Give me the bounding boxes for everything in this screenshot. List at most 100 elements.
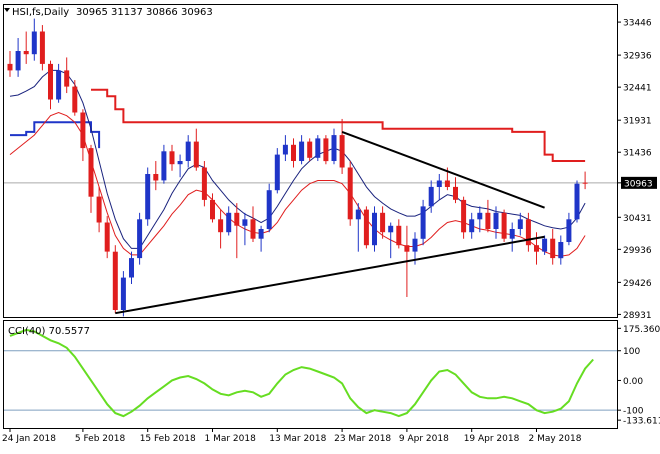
candle-body — [315, 138, 321, 158]
fast-ma-line — [9, 69, 586, 249]
candle-body — [372, 212, 377, 246]
candle-body — [72, 86, 78, 113]
cci-title-label: CCI(40) 70.5577 — [8, 326, 90, 337]
candle-body — [323, 138, 329, 162]
price-panel-frame — [3, 4, 618, 318]
candle-body — [566, 219, 572, 242]
symbol-label: HSI,fs,Daily — [12, 7, 69, 18]
candle-body — [266, 190, 272, 229]
symbol-dropdown-icon[interactable] — [4, 8, 10, 12]
candle-body — [517, 219, 523, 229]
slow-ma-line — [9, 111, 586, 257]
candle-body — [509, 229, 515, 239]
candle-body — [420, 206, 426, 239]
price-tick-label: 29426 — [623, 279, 652, 289]
price-tick-label: 32441 — [623, 84, 652, 94]
cci-tick-label: 175.3603 — [623, 325, 660, 335]
price-layer — [4, 18, 617, 317]
ohlc-label: 30965 31137 30866 30963 — [76, 7, 213, 18]
candle-body — [299, 141, 305, 161]
candle-body — [396, 225, 402, 246]
candle-body — [242, 219, 248, 226]
candle-body — [444, 180, 450, 187]
candle-body — [226, 212, 232, 233]
candle-body — [501, 212, 507, 239]
date-tick-label: 23 Mar 2018 — [334, 434, 391, 444]
candle-body — [355, 209, 361, 220]
candle-body — [558, 242, 564, 259]
candle-body — [129, 258, 134, 278]
price-tick-label: 29936 — [623, 246, 652, 256]
candle-body — [525, 219, 531, 246]
candle-body — [461, 199, 467, 233]
candle-body — [331, 135, 337, 161]
date-tick-label: 2 May 2018 — [529, 434, 582, 444]
date-tick-label: 13 Mar 2018 — [269, 434, 326, 444]
price-tick-label: 28931 — [623, 311, 652, 321]
candle-body — [388, 225, 394, 233]
date-tick-label: 15 Feb 2018 — [140, 434, 196, 444]
candle-body — [64, 70, 70, 87]
candle-body — [404, 245, 410, 252]
date-tick-label: 1 Mar 2018 — [205, 434, 257, 444]
date-tick-label: 24 Jan 2018 — [2, 434, 56, 444]
trendline — [115, 235, 545, 315]
candle-body — [112, 251, 118, 310]
price-tick-label: 30431 — [623, 214, 652, 224]
candle-body — [210, 199, 215, 220]
candle-body — [493, 212, 499, 229]
cci-tick-label: 100 — [623, 347, 640, 357]
candle-body — [23, 51, 29, 55]
candle-body — [453, 186, 458, 200]
candle-body — [169, 151, 175, 165]
date-tick-label: 9 Apr 2018 — [399, 434, 449, 444]
price-tick-label: 31931 — [623, 117, 652, 127]
candle-body — [534, 245, 539, 252]
cci-tick-label: -133.611 — [623, 417, 660, 427]
candle-body — [80, 112, 86, 149]
candle-body — [48, 63, 53, 100]
candle-body — [282, 144, 288, 155]
trendline — [341, 130, 545, 209]
date-tick-label: 19 Apr 2018 — [464, 434, 520, 444]
cci-line — [9, 328, 594, 418]
candle-body — [120, 277, 126, 310]
candle-body — [177, 161, 183, 165]
price-tick-label: 32936 — [623, 52, 652, 62]
candle-body — [574, 183, 580, 220]
candle-body — [31, 31, 37, 55]
candle-body — [485, 212, 491, 229]
candle-body — [412, 238, 418, 252]
price-tick-label: 31436 — [623, 149, 652, 159]
axis-layer: 33446 32936 32441 31931 31436 30431 29936 29426… — [2, 19, 660, 444]
price-tick-label: 33446 — [623, 19, 652, 29]
candle-body — [218, 219, 224, 233]
candle-body — [307, 141, 313, 158]
candle-body — [145, 174, 151, 220]
candle-body — [96, 196, 102, 223]
candle-body — [56, 70, 62, 100]
cci-layer — [4, 328, 617, 418]
candle-body — [7, 63, 13, 71]
cci-tick-label: 0.00 — [623, 377, 643, 387]
candle-body — [291, 144, 296, 161]
candle-body — [542, 238, 548, 252]
candle-body — [469, 219, 475, 233]
candle-body — [104, 222, 110, 252]
candle-body — [185, 141, 191, 161]
cci-panel-frame — [3, 320, 618, 429]
candle-body — [88, 148, 94, 197]
candle-body — [363, 209, 369, 246]
candle-body — [380, 212, 386, 233]
candle-body — [39, 31, 45, 64]
candle-body — [234, 212, 240, 226]
cci-tick-label: -100 — [623, 407, 644, 417]
candle-body — [428, 186, 434, 207]
current-price-label: 30963 — [624, 179, 653, 189]
candle-body — [201, 167, 207, 200]
candle-body — [137, 219, 143, 259]
candle-body — [582, 182, 588, 184]
candle-body — [339, 135, 345, 168]
